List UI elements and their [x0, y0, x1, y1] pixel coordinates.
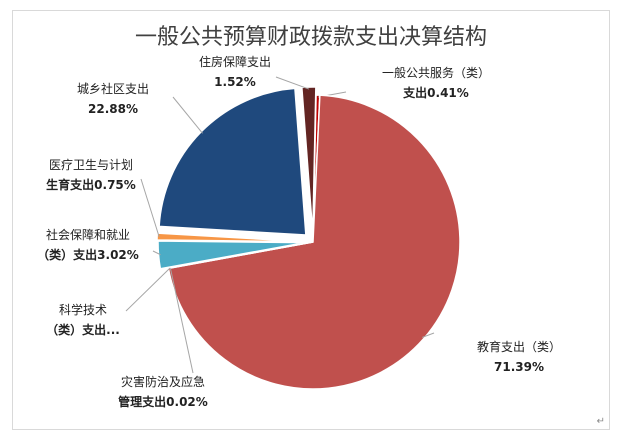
slice-label: 医疗卫生与计划 — [49, 158, 133, 172]
leader-line — [152, 250, 161, 256]
leader-line — [125, 267, 171, 312]
slice-label: （类）支出3.02% — [37, 247, 139, 262]
slice-label: 22.88% — [88, 102, 138, 116]
leader-line — [421, 332, 435, 338]
pie-chart: 一般公共服务（类） 支出0.41% 教育支出（类） 71.39% 灾害防治及应急管理支出… — [37, 54, 561, 409]
pie-slice — [167, 241, 314, 270]
leader-line — [172, 96, 203, 134]
slice-label: 生育支出0.75% — [46, 177, 136, 192]
pie-slice — [167, 94, 461, 390]
slice-label: 一般公共服务（类） — [382, 65, 490, 80]
pie-slice — [157, 240, 306, 270]
slice-label: 住房保障支出 — [199, 54, 271, 69]
slice-label: 支出0.41% — [402, 85, 469, 100]
chart-frame: 一般公共预算财政拨款支出决算结构 一般公共服务（类） 支出0.41% 教育支出（类）… — [12, 10, 610, 430]
slice-label: 灾害防治及应急 — [121, 374, 205, 389]
leader-line — [169, 267, 194, 374]
slice-label: 71.39% — [494, 360, 544, 374]
slice-label: 城乡社区支出 — [77, 81, 149, 96]
pie-slice — [158, 87, 307, 236]
leader-line — [275, 76, 310, 90]
slice-label: 教育支出（类） — [477, 339, 561, 354]
pie-slice — [156, 232, 305, 243]
slice-label: （类）支出... — [46, 322, 120, 337]
chart-title: 一般公共预算财政拨款支出决算结构 — [134, 25, 487, 50]
slice-label: 社会保障和就业 — [46, 227, 130, 242]
paragraph-mark-icon: ↵ — [596, 416, 605, 427]
slice-label: 1.52% — [214, 75, 256, 89]
pie-slice — [301, 86, 317, 235]
leader-line — [140, 178, 160, 237]
slice-label: 管理支出0.02% — [118, 394, 208, 409]
slice-label: 科学技术 — [59, 302, 107, 317]
